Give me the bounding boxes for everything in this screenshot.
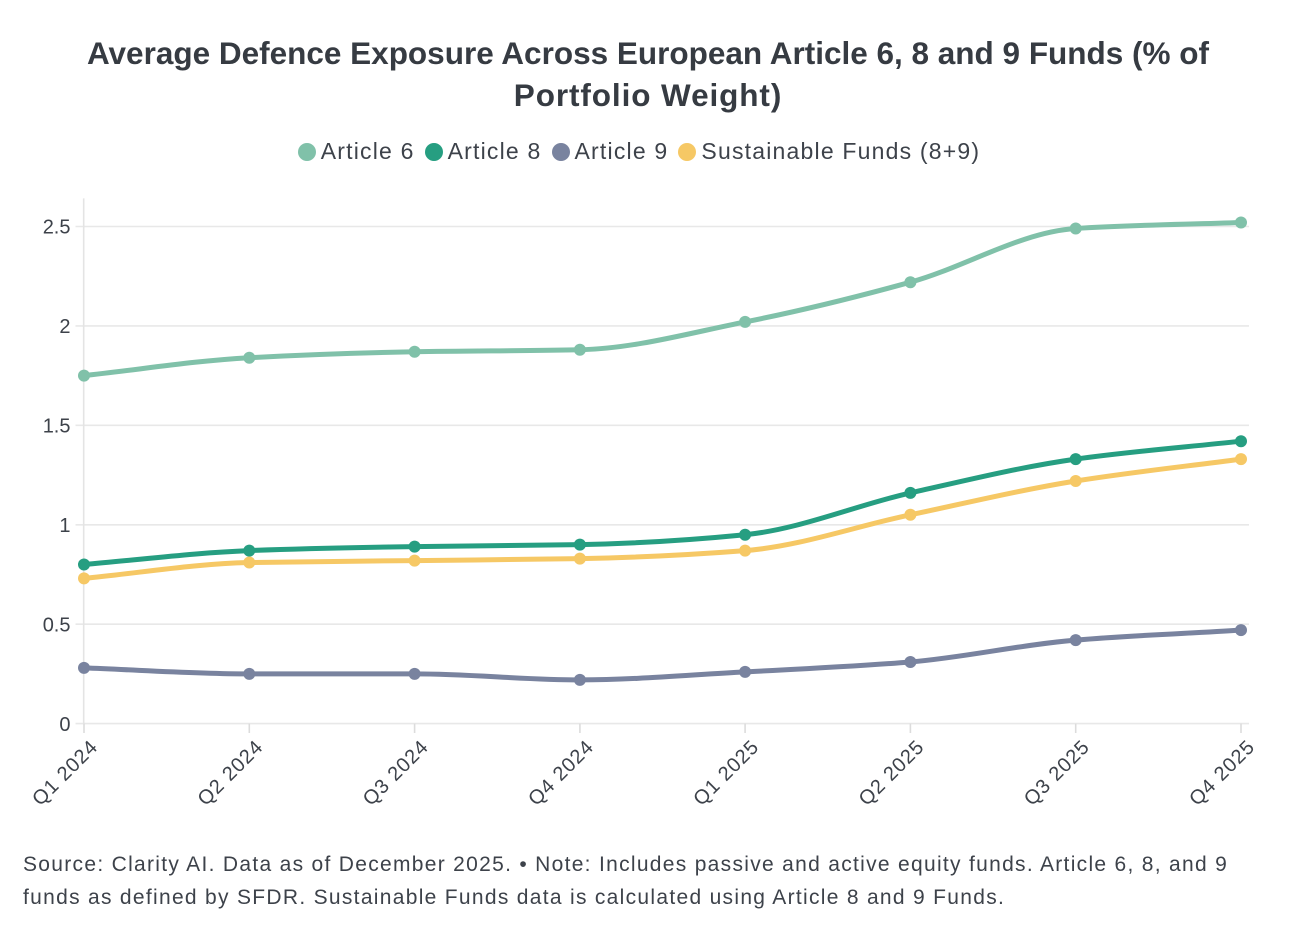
svg-text:0: 0 xyxy=(59,714,70,736)
svg-text:2.5: 2.5 xyxy=(43,217,71,239)
svg-text:Q2 2024: Q2 2024 xyxy=(194,736,268,810)
svg-text:2: 2 xyxy=(59,316,70,338)
svg-text:1.5: 1.5 xyxy=(43,416,71,438)
svg-text:1: 1 xyxy=(59,515,70,537)
svg-text:Q1 2024: Q1 2024 xyxy=(28,736,102,810)
svg-text:Q1 2025: Q1 2025 xyxy=(689,736,763,810)
svg-text:Q4 2025: Q4 2025 xyxy=(1185,736,1259,810)
svg-text:0.5: 0.5 xyxy=(43,614,71,636)
svg-text:Q4 2024: Q4 2024 xyxy=(524,736,598,810)
svg-text:Q2 2025: Q2 2025 xyxy=(855,736,929,810)
svg-text:Q3 2025: Q3 2025 xyxy=(1020,736,1094,810)
svg-text:Q3 2024: Q3 2024 xyxy=(359,736,433,810)
